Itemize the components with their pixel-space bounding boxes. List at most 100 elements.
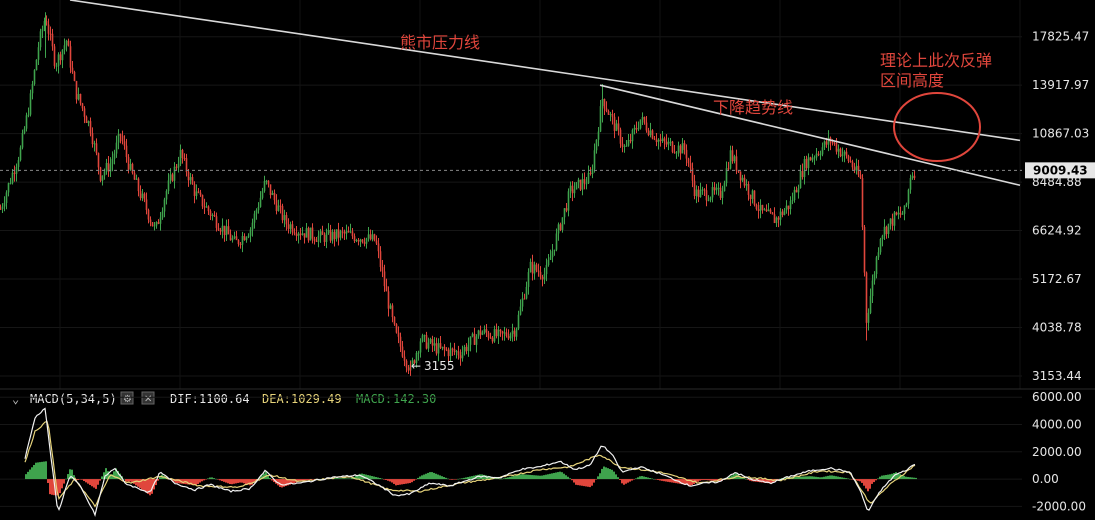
candle-body — [515, 328, 518, 337]
collapse-chevron-icon[interactable]: ⌄ — [12, 392, 19, 406]
macd-histogram-bar — [147, 479, 149, 494]
macd-histogram-bar — [117, 471, 119, 480]
macd-histogram-bar — [189, 479, 191, 485]
candle-body — [673, 151, 676, 153]
macd-histogram-bar — [511, 476, 513, 480]
candle-body — [761, 204, 764, 210]
candle-body — [617, 123, 620, 130]
candle-body — [495, 329, 498, 337]
candle-body — [253, 213, 256, 223]
candle-body — [663, 138, 666, 142]
candle-body — [723, 183, 726, 192]
candle-body — [339, 231, 342, 238]
macd-histogram-bar — [69, 469, 71, 480]
candle-body — [791, 200, 794, 202]
candle-body — [315, 240, 318, 242]
close-icon[interactable] — [141, 391, 155, 405]
macd-tick-label: 2000.00 — [1032, 445, 1082, 459]
candle-body — [501, 331, 504, 334]
candle-body — [803, 159, 806, 178]
candle-body — [483, 329, 486, 333]
candle-body — [99, 167, 102, 181]
macd-histogram-bar — [667, 479, 669, 482]
macd-histogram-bar — [433, 472, 435, 480]
candle-body — [183, 158, 186, 160]
candle-body — [49, 33, 52, 35]
candle-body — [557, 224, 560, 234]
macd-histogram-bar — [453, 479, 455, 480]
candle-body — [845, 151, 848, 156]
candle-body — [287, 224, 290, 229]
macd-histogram-bar — [367, 475, 369, 480]
candle-body — [387, 291, 390, 309]
candle-body — [57, 54, 60, 66]
candle-body — [457, 351, 460, 356]
candle-body — [647, 130, 650, 136]
candle-body — [465, 346, 468, 352]
dif-value: 1100.64 — [199, 392, 250, 406]
macd-histogram-bar — [359, 473, 361, 480]
macd-histogram-bar — [883, 475, 885, 480]
candle-body — [735, 156, 738, 171]
candle-body — [549, 257, 552, 260]
candle-body — [37, 47, 40, 60]
macd-histogram-bar — [261, 475, 263, 480]
macd-histogram-bar — [525, 474, 527, 480]
candle-body — [417, 352, 420, 354]
candle-body — [357, 240, 360, 242]
macd-histogram-bar — [151, 479, 153, 494]
settings-gear-icon[interactable] — [120, 391, 134, 405]
macd-histogram-bar — [489, 476, 491, 480]
macd-histogram-bar — [857, 479, 859, 481]
macd-histogram-bar — [111, 474, 113, 480]
candle-body — [31, 83, 34, 94]
candle-body — [499, 329, 502, 332]
macd-histogram-bar — [417, 477, 419, 480]
macd-histogram-bar — [251, 479, 253, 485]
candle-body — [571, 185, 574, 194]
candle-body — [469, 336, 472, 345]
macd-histogram-bar — [863, 479, 865, 486]
macd-histogram-bar — [559, 471, 561, 480]
candle-body — [811, 157, 814, 161]
macd-histogram-bar — [407, 479, 409, 484]
candle-body — [531, 261, 534, 274]
candle-body — [239, 244, 242, 246]
candle-body — [675, 152, 678, 154]
macd-histogram-bar — [597, 476, 599, 480]
candle-body — [631, 130, 634, 142]
macd-histogram-bar — [539, 475, 541, 480]
candle-body — [29, 93, 32, 115]
candle-body — [155, 222, 158, 226]
candle-body — [17, 160, 20, 167]
candle-body — [767, 209, 770, 212]
candle-body — [261, 191, 264, 198]
candle-body — [441, 346, 444, 348]
candle-body — [911, 175, 914, 179]
candle-body — [591, 168, 594, 174]
candle-body — [143, 193, 146, 200]
macd-histogram-bar — [699, 479, 701, 481]
candle-body — [61, 49, 64, 61]
candle-body — [551, 251, 554, 258]
candle-body — [801, 171, 804, 178]
macd-histogram-bar — [801, 476, 803, 480]
macd-lines — [24, 407, 916, 517]
macd-histogram-bar — [533, 475, 535, 480]
candle-body — [487, 332, 490, 338]
candle-body — [713, 187, 716, 191]
macd-histogram-bar — [187, 479, 189, 485]
macd-histogram-bar — [53, 479, 55, 496]
candle-body — [283, 215, 286, 221]
macd-histogram-bar — [683, 479, 685, 485]
candle-body — [649, 130, 652, 136]
macd-histogram-bar — [381, 478, 383, 480]
macd-histogram-bar — [287, 479, 289, 486]
macd-histogram-bar — [649, 477, 651, 480]
macd-histogram-bar — [427, 472, 429, 480]
candle-body — [687, 158, 690, 164]
candle-body — [607, 111, 610, 115]
macd-histogram-bar — [713, 479, 715, 481]
macd-histogram-bar — [73, 475, 75, 480]
candle-body — [135, 178, 138, 180]
